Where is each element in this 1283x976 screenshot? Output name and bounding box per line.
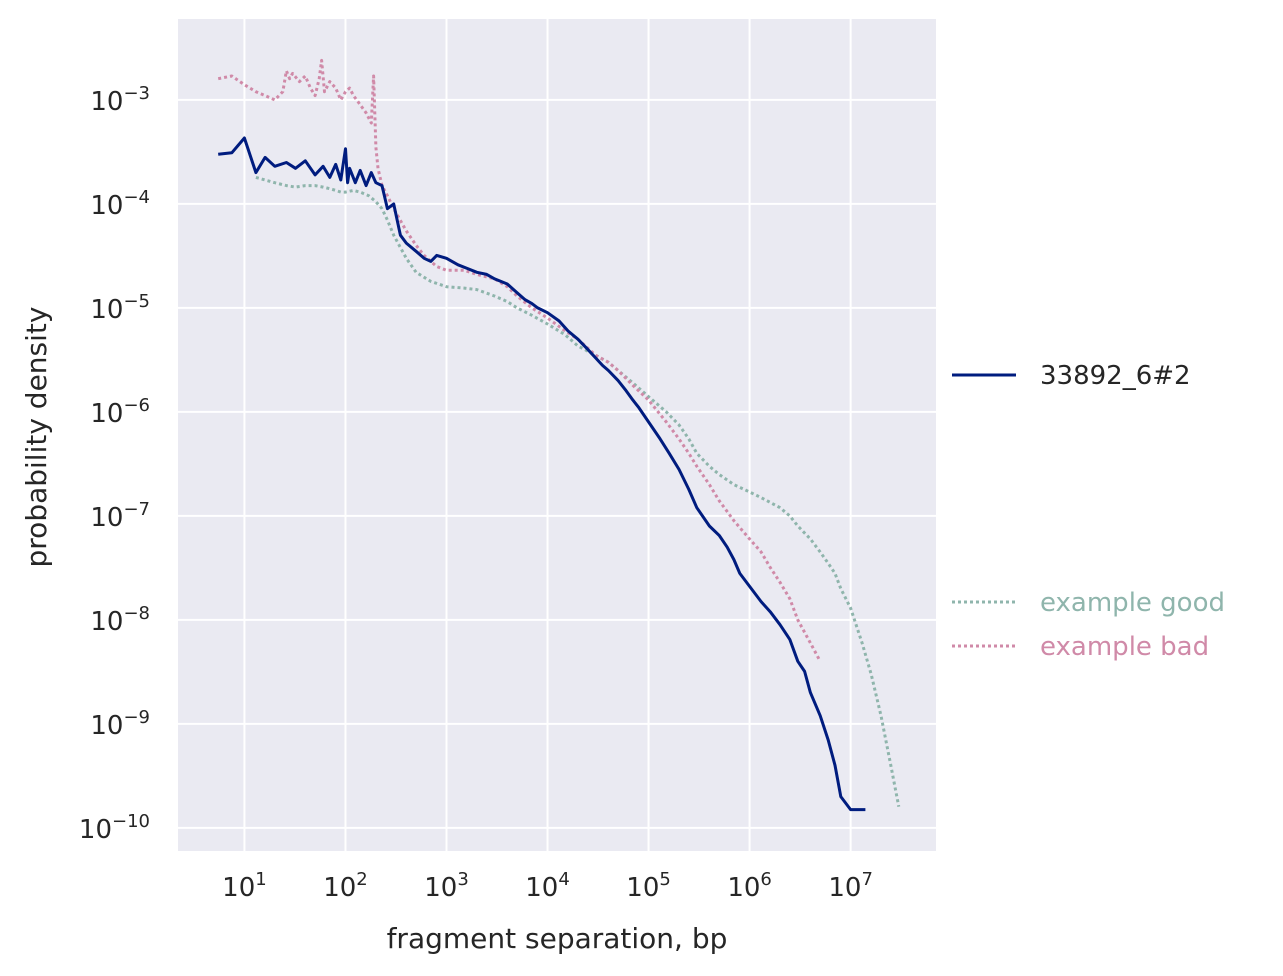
x-tick-label: 104 bbox=[525, 869, 570, 903]
x-tick-label: 103 bbox=[424, 869, 469, 903]
x-tick-label: 102 bbox=[323, 869, 368, 903]
y-tick-label: 10−3 bbox=[90, 83, 150, 117]
x-tick-label: 107 bbox=[828, 869, 873, 903]
y-tick-label: 10−5 bbox=[90, 291, 150, 325]
x-tick-label: 106 bbox=[727, 869, 772, 903]
y-tick-label: 10−9 bbox=[90, 707, 150, 741]
y-tick-label: 10−6 bbox=[90, 395, 150, 429]
y-tick-label: 10−8 bbox=[90, 603, 150, 637]
series-line-example-bad bbox=[217, 58, 822, 663]
grid bbox=[178, 19, 936, 851]
x-tick-labels: 101 102 103 104 105 106 107 bbox=[222, 869, 873, 903]
x-axis-label: fragment separation, bp bbox=[387, 922, 728, 955]
y-tick-labels: 10−10 10−9 10−8 10−7 10−6 10−5 10−4 10−3 bbox=[79, 83, 150, 845]
legend-label: example good bbox=[1040, 588, 1225, 618]
legend-label: example bad bbox=[1040, 632, 1209, 662]
legend-label: 33892_6#2 bbox=[1040, 361, 1191, 391]
x-tick-label: 101 bbox=[222, 869, 267, 903]
x-tick-label: 105 bbox=[626, 869, 671, 903]
series-layer bbox=[217, 58, 901, 812]
y-axis-label: probability density bbox=[20, 307, 53, 568]
y-tick-label: 10−4 bbox=[90, 187, 150, 221]
y-tick-label: 10−7 bbox=[90, 499, 150, 533]
y-tick-label: 10−10 bbox=[79, 811, 150, 845]
series-line-33892-6-2 bbox=[218, 136, 866, 812]
plot-area bbox=[178, 19, 936, 851]
